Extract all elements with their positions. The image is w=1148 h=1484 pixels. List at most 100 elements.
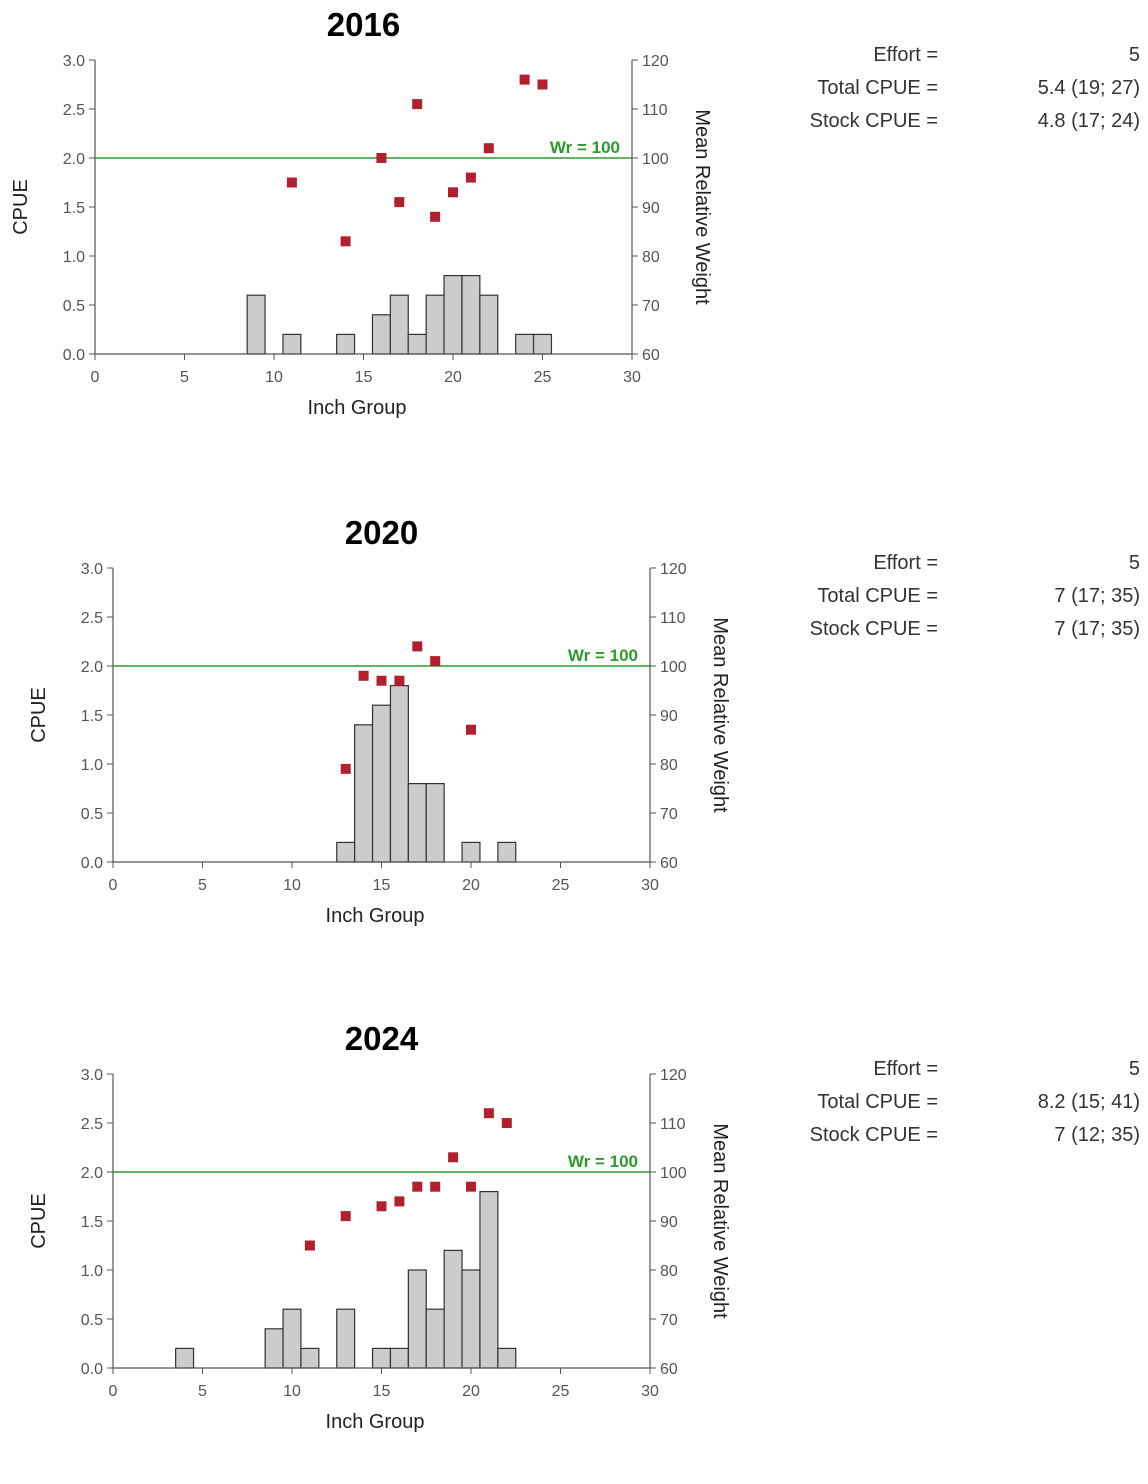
stat-row-stock-cpue: Stock CPUE = 7 (17; 35) — [790, 618, 1142, 651]
x-tick-label: 30 — [641, 1383, 659, 1400]
y-tick-label: 2.5 — [63, 102, 85, 119]
relative-weight-point — [304, 1240, 315, 1251]
stat-label: Stock CPUE = — [809, 110, 938, 132]
relative-weight-point — [448, 187, 458, 198]
x-tick-label: 0 — [109, 1383, 118, 1400]
relative-weight-point — [340, 1211, 351, 1222]
stat-row-total-cpue: Total CPUE = 7 (17; 35) — [790, 585, 1142, 618]
y-tick-label: 0.0 — [81, 1361, 103, 1378]
relative-weight-point — [466, 724, 476, 735]
y2-axis-label: Mean Relative Weight — [709, 617, 731, 813]
relative-weight-point — [430, 1181, 441, 1192]
relative-weight-point — [483, 143, 494, 154]
y-tick-label: 0.0 — [81, 855, 103, 872]
y-tick-label: 3.0 — [81, 1067, 103, 1084]
cpue-bar — [407, 783, 427, 863]
stat-value: 5 — [1128, 44, 1140, 66]
cpue-bar — [175, 1347, 195, 1369]
cpue-bar — [354, 724, 374, 863]
cpue-bar — [532, 333, 553, 355]
stat-value: 5 — [1128, 1058, 1140, 1080]
stat-label: Total CPUE = — [817, 585, 938, 607]
y2-tick-label: 60 — [642, 347, 660, 364]
stat-label: Effort = — [873, 552, 938, 574]
cpue-bar — [479, 1191, 499, 1369]
stat-value: 5 — [1128, 552, 1140, 574]
x-axis-label: Inch Group — [308, 397, 407, 419]
stats-box: Effort = 5 Total CPUE = 8.2 (15; 41) Sto… — [790, 1058, 1142, 1157]
chart-panel-2024: 2024 Wr = 100 0 5 10 15 20 25 30 0.0 0.5 1.0 1.5 2.0 2… — [0, 1014, 1148, 1484]
y2-tick-label: 120 — [660, 1067, 687, 1084]
relative-weight-point — [430, 656, 441, 667]
cpue-bar — [246, 294, 266, 355]
stat-value: 7 (12; 35) — [1054, 1124, 1140, 1146]
y-axis-label: CPUE — [28, 1193, 50, 1249]
y-tick-label: 2.5 — [81, 1116, 103, 1133]
chart-2020: 2020 Wr = 100 0 5 10 15 20 25 30 0.0 0.5 1.0 1.5 2.0 2… — [28, 514, 731, 927]
stat-label: Total CPUE = — [817, 1091, 938, 1113]
y2-tick-label: 60 — [660, 855, 678, 872]
relative-weight-point — [358, 670, 369, 681]
relative-weight-point — [412, 99, 423, 110]
x-tick-label: 25 — [552, 1383, 570, 1400]
stat-label: Total CPUE = — [817, 77, 938, 99]
y2-tick-label: 120 — [642, 53, 669, 70]
cpue-bar — [282, 1308, 302, 1369]
wr-reference-label: Wr = 100 — [550, 138, 620, 157]
relative-weight-point — [376, 1201, 387, 1212]
y2-tick-label: 100 — [642, 151, 669, 168]
y-tick-label: 2.0 — [81, 659, 103, 676]
cpue-bar — [425, 294, 445, 355]
x-tick-label: 15 — [373, 877, 391, 894]
y-tick-label: 1.0 — [81, 757, 103, 774]
y2-axis-label: Mean Relative Weight — [709, 1123, 731, 1319]
relative-weight-point — [394, 675, 405, 686]
stat-row-effort: Effort = 5 — [790, 1058, 1142, 1091]
y-tick-label: 1.5 — [81, 708, 103, 725]
relative-weight-point — [412, 1181, 423, 1192]
chart-title: 2024 — [345, 1020, 419, 1057]
relative-weight-point — [519, 74, 530, 85]
relative-weight-point — [430, 211, 441, 222]
x-tick-label: 10 — [283, 1383, 301, 1400]
stat-value: 4.8 (17; 24) — [1037, 110, 1140, 132]
x-tick-label: 5 — [180, 369, 189, 386]
y-tick-label: 2.5 — [81, 610, 103, 627]
stats-box: Effort = 5 Total CPUE = 5.4 (19; 27) Sto… — [790, 44, 1142, 143]
y2-tick-label: 70 — [642, 298, 660, 315]
relative-weight-point — [448, 1152, 459, 1163]
x-tick-label: 10 — [265, 369, 283, 386]
x-tick-label: 25 — [552, 877, 570, 894]
y-tick-label: 2.0 — [63, 151, 85, 168]
stat-label: Stock CPUE = — [809, 618, 938, 640]
x-axis-label: Inch Group — [326, 905, 425, 927]
cpue-bar — [371, 314, 391, 355]
chart-title: 2020 — [345, 514, 418, 551]
x-tick-label: 25 — [534, 369, 552, 386]
stat-value: 8.2 (15; 41) — [1037, 1091, 1140, 1113]
stat-value: 7 (17; 35) — [1054, 585, 1140, 607]
x-tick-label: 20 — [444, 369, 462, 386]
x-tick-label: 20 — [462, 1383, 480, 1400]
wr-reference-label: Wr = 100 — [568, 646, 638, 665]
y2-tick-label: 110 — [660, 1116, 686, 1133]
relative-weight-point — [483, 1108, 494, 1119]
chart-2024: 2024 Wr = 100 0 5 10 15 20 25 30 0.0 0.5 1.0 1.5 2.0 2… — [28, 1020, 731, 1433]
relative-weight-point — [286, 177, 297, 188]
stat-row-stock-cpue: Stock CPUE = 7 (12; 35) — [790, 1124, 1142, 1157]
y-axis-label: CPUE — [10, 179, 32, 235]
cpue-bar — [497, 841, 517, 863]
cpue-bar — [336, 333, 356, 355]
chart-title: 2016 — [327, 6, 400, 43]
x-tick-label: 15 — [373, 1383, 391, 1400]
y-tick-label: 1.0 — [81, 1263, 103, 1280]
stat-label: Effort = — [873, 44, 938, 66]
cpue-bar — [371, 704, 392, 863]
y-tick-label: 0.5 — [63, 298, 85, 315]
cpue-bar — [336, 1308, 356, 1369]
cpue-bar — [389, 294, 409, 355]
chart-panel-2016: 2016 Wr = 100 0 5 10 15 20 25 30 0.0 0.5 1.0 1.5 2.0 2… — [0, 0, 1148, 470]
cpue-bar — [443, 275, 463, 355]
y2-tick-label: 80 — [660, 757, 678, 774]
stat-row-effort: Effort = 5 — [790, 552, 1142, 585]
